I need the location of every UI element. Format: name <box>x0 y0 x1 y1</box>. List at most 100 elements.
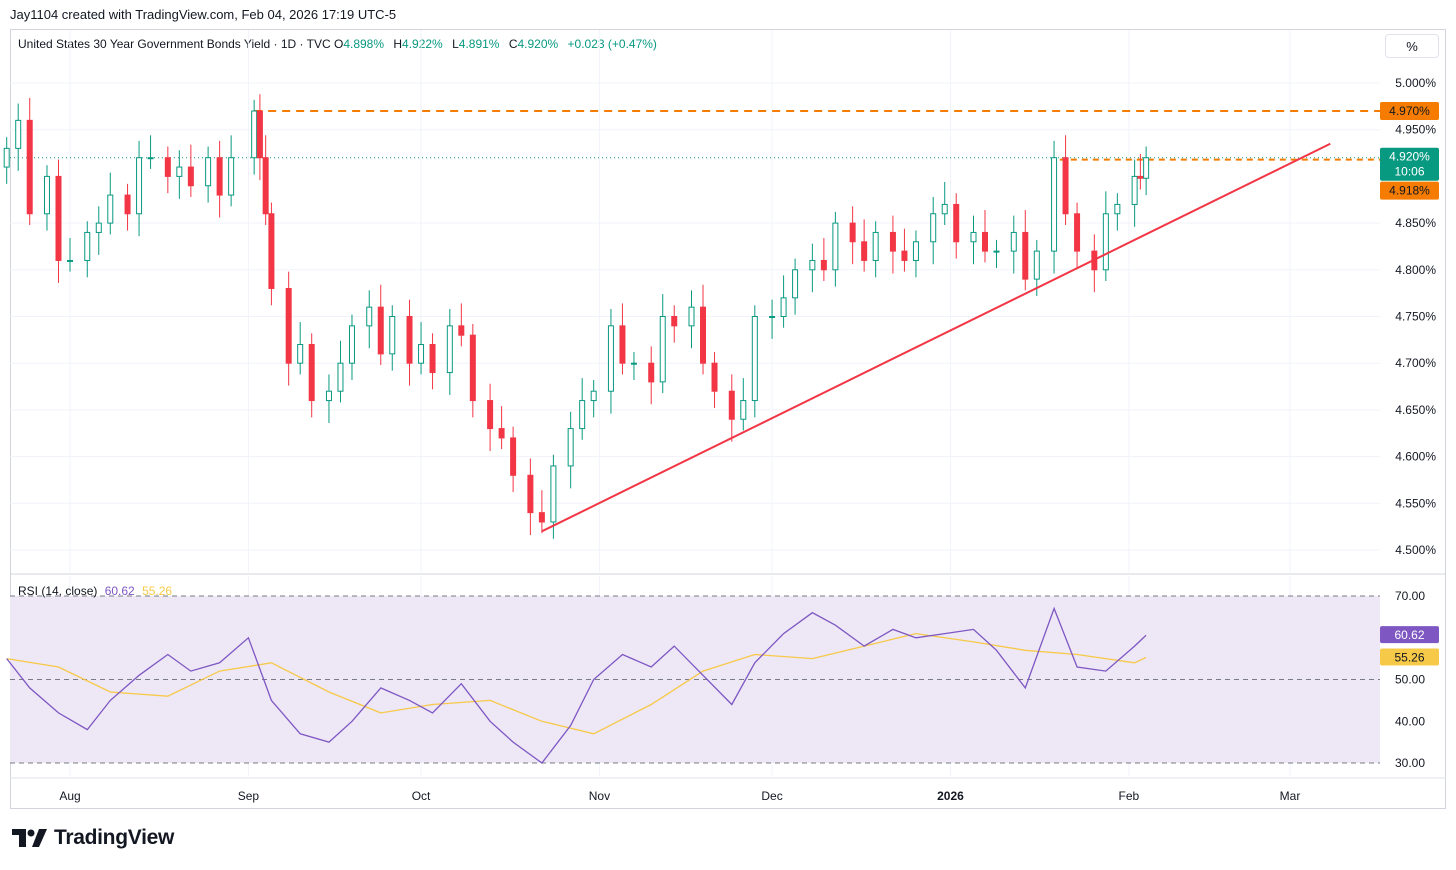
current-price-badge <box>1380 147 1439 181</box>
candle-body <box>510 437 517 476</box>
x-axis-tick-label: Sep <box>238 789 260 803</box>
candle-body <box>1137 175 1144 179</box>
price-axis-tick-label: 5.000% <box>1395 76 1436 90</box>
rsi-title[interactable]: RSI (14, close) <box>18 584 98 598</box>
rsi-legend: RSI (14, close) 60.62 55.26 <box>18 584 172 598</box>
candle-body <box>1131 175 1138 205</box>
candle-body <box>256 110 263 159</box>
price-axis-tick-label: 4.600% <box>1395 450 1436 464</box>
candle-body <box>711 362 718 392</box>
tradingview-logo-icon <box>12 829 47 847</box>
open-value: 4.898% <box>343 37 385 51</box>
candle-body <box>348 325 355 364</box>
candle-body <box>630 362 637 365</box>
rsi-axis-tick-label: 50.00 <box>1395 673 1425 687</box>
candle-body <box>67 259 73 262</box>
candle-body <box>262 157 269 215</box>
candle-body <box>187 166 194 187</box>
candle-body <box>147 157 154 160</box>
candle-body <box>1074 213 1081 252</box>
x-axis-tick-label: 2026 <box>937 789 964 803</box>
candle-body <box>769 316 776 318</box>
candle-body <box>1010 231 1017 252</box>
candle-body <box>872 231 879 261</box>
candle-body <box>251 110 258 159</box>
candle-body <box>406 316 413 364</box>
resistance-price-badge-text: 4.970% <box>1389 104 1430 118</box>
price-axis-tick-label: 4.650% <box>1395 403 1436 417</box>
rsi-axis-tick-label: 30.00 <box>1395 756 1425 770</box>
support-price-badge-text: 4.918% <box>1389 184 1430 198</box>
candle-body <box>700 306 707 364</box>
candle-body <box>1022 231 1029 280</box>
candle-body <box>228 157 235 196</box>
price-axis-tick-label: 4.750% <box>1395 310 1436 324</box>
attribution-text: Jay1104 created with TradingView.com, Fe… <box>10 7 397 22</box>
candle-body <box>832 222 839 271</box>
candle-body <box>751 316 758 402</box>
candle-body <box>26 119 33 215</box>
candle-body <box>1062 157 1069 215</box>
candle-body <box>579 400 586 430</box>
candle-body <box>982 231 988 252</box>
candle-body <box>527 474 534 514</box>
symbol-title[interactable]: United States 30 Year Government Bonds Y… <box>18 37 331 51</box>
ascending-trendline <box>541 142 1331 533</box>
candle-body <box>792 269 799 299</box>
candle-body <box>487 400 494 430</box>
candle-body <box>1143 157 1150 179</box>
candle-body <box>285 287 292 364</box>
price-axis-tick-label: 4.850% <box>1395 216 1436 230</box>
candle-body <box>268 213 275 289</box>
candle-body <box>930 213 937 243</box>
candle-body <box>43 175 50 215</box>
candle-body <box>55 175 62 261</box>
candle-body <box>740 400 747 420</box>
price-axis-tick-label: 4.550% <box>1395 496 1436 510</box>
candle-body <box>619 325 626 364</box>
price-axis-tick-label: 4.700% <box>1395 356 1436 370</box>
candle-body <box>377 306 384 355</box>
rsi-axis-tick-label: 40.00 <box>1395 714 1425 728</box>
rsi-value-badge <box>1380 626 1439 644</box>
candle-body <box>498 428 505 439</box>
x-axis-tick-label: Aug <box>59 789 80 803</box>
candle-body <box>688 306 695 327</box>
candle-body <box>446 325 453 374</box>
candle-body <box>389 316 396 355</box>
candle-body <box>95 222 102 233</box>
candle-body <box>861 241 868 261</box>
candle-body <box>308 344 315 402</box>
candle-body <box>429 344 436 374</box>
brand-name: TradingView <box>54 826 175 849</box>
price-axis-tick-label: 4.500% <box>1395 543 1436 557</box>
price-axis-tick-label: 4.800% <box>1395 263 1436 277</box>
candle-body <box>84 231 91 261</box>
candle-body <box>970 231 977 243</box>
high-label: H <box>393 37 403 51</box>
candle-body <box>418 344 425 364</box>
support-price-badge <box>1380 181 1439 200</box>
tradingview-logo[interactable]: TradingView <box>12 826 174 850</box>
candle-body <box>728 390 735 420</box>
candle-body <box>659 316 666 383</box>
candle-body <box>912 241 919 261</box>
candle-body <box>607 325 614 392</box>
percent-scale-button[interactable]: % <box>1385 34 1439 58</box>
rsi-value: 60.62 <box>104 584 135 598</box>
price-axis-tick-label: 4.950% <box>1395 123 1436 137</box>
candle-body <box>993 250 1000 253</box>
open-label: O <box>333 37 344 51</box>
candle-body <box>337 362 344 392</box>
candle-body <box>136 157 143 215</box>
candle-body <box>849 222 856 243</box>
candle-body <box>1033 250 1040 280</box>
candle-body <box>550 465 557 523</box>
candle-body <box>567 428 574 467</box>
candle-body <box>15 119 22 149</box>
candle-body <box>1114 203 1121 215</box>
candle-body <box>648 362 655 383</box>
candle-body <box>780 297 787 318</box>
candle-body <box>458 325 465 336</box>
